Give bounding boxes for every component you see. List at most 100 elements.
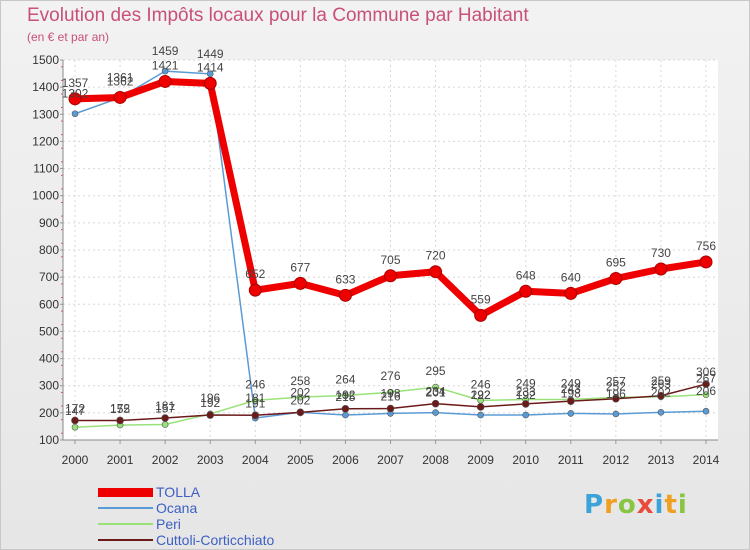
data-point-peri (161, 421, 169, 428)
data-label-tolla: 1362 (107, 74, 134, 88)
data-point-peri (251, 397, 259, 404)
data-label-tolla: 640 (561, 270, 581, 284)
data-label-ocana: 192 (471, 388, 491, 402)
data-label-peri: 264 (335, 372, 355, 386)
data-label-cuttoli: 216 (380, 390, 400, 404)
x-tick-label: 2014 (693, 453, 720, 467)
data-label-cuttoli: 222 (471, 388, 491, 402)
data-label-peri: 196 (200, 391, 220, 405)
data-label-cuttoli: 172 (110, 401, 130, 415)
y-axis: 100 200 300 400 500 600 700 800 900 1000 1100 1200 1… (32, 53, 64, 447)
data-point-tolla (203, 76, 217, 90)
legend-item-peri: Peri (98, 516, 358, 532)
legend-label-peri: Peri (156, 516, 181, 532)
data-label-ocana: 198 (380, 386, 400, 400)
data-label-ocana: 206 (696, 384, 716, 398)
data-label-ocana: 1361 (107, 71, 134, 85)
y-tick-label: 1100 (33, 162, 59, 176)
y-tick-label: 800 (39, 243, 59, 257)
legend-item-ocana: Ocana (98, 500, 358, 516)
data-label-cuttoli: 234 (426, 385, 446, 399)
data-point-tolla (654, 262, 668, 276)
data-label-peri: 295 (426, 364, 446, 378)
data-point-tolla (564, 286, 578, 300)
data-label-ocana: 201 (426, 386, 446, 400)
grid-lines (63, 59, 718, 441)
x-tick-label: 2002 (152, 453, 179, 467)
data-point-cuttoli (206, 411, 215, 419)
x-tick-label: 2013 (648, 453, 675, 467)
data-point-tolla (158, 74, 172, 88)
x-tick-label: 2009 (467, 453, 494, 467)
x-tick-label: 2004 (242, 453, 269, 467)
y-tick-label: 100 (39, 433, 59, 447)
data-label-cuttoli: 172 (65, 401, 85, 415)
data-label-ocana: 1449 (197, 47, 224, 61)
data-point-tolla (519, 284, 533, 298)
data-label-ocana: 202 (290, 385, 310, 399)
y-tick-label: 1000 (32, 189, 59, 203)
x-tick-label: 2006 (332, 453, 359, 467)
data-label-peri: 276 (380, 369, 400, 383)
data-label-tolla: 677 (290, 260, 310, 274)
legend: TOLLA Ocana Peri Cuttoli-Corticchiato (98, 484, 358, 548)
data-point-cuttoli (521, 400, 530, 408)
data-label-peri: 157 (155, 402, 175, 416)
data-label-ocana: 198 (561, 386, 581, 400)
data-label-cuttoli: 215 (335, 390, 355, 404)
data-label-tolla: 756 (696, 239, 716, 253)
data-point-cuttoli (566, 397, 575, 405)
legend-label-tolla: TOLLA (156, 484, 201, 500)
data-point-tolla (248, 283, 262, 297)
data-point-tolla (384, 269, 397, 283)
x-tick-label: 2007 (377, 453, 404, 467)
data-point-ocana (71, 110, 79, 118)
data-point-ocana (477, 411, 484, 419)
legend-item-cuttoli: Cuttoli-Corticchiato (98, 532, 358, 548)
x-tick-label: 2011 (558, 453, 584, 467)
legend-swatch-ocana (98, 507, 153, 509)
x-tick-label: 2012 (603, 453, 630, 467)
data-point-cuttoli (612, 394, 620, 403)
y-tick-label: 500 (39, 324, 59, 338)
data-point-peri (342, 392, 349, 399)
data-point-tolla (113, 90, 127, 104)
data-label-cuttoli: 202 (290, 393, 310, 407)
data-label-peri: 246 (245, 377, 265, 391)
data-label-tolla: 720 (426, 249, 446, 263)
data-point-cuttoli (702, 380, 710, 388)
data-label-ocana: 181 (245, 391, 265, 405)
data-label-tolla: 1357 (62, 76, 89, 90)
data-point-cuttoli (296, 408, 305, 417)
data-label-tolla: 730 (651, 246, 671, 260)
data-label-peri: 249 (516, 377, 536, 391)
data-label-peri: 257 (606, 374, 626, 388)
chart-subtitle: (en € et par an) (27, 30, 110, 44)
x-tick-label: 2010 (512, 453, 539, 467)
data-point-tolla (338, 288, 352, 302)
x-tick-label: 2008 (422, 453, 449, 467)
data-point-cuttoli (251, 411, 260, 420)
data-point-cuttoli (161, 414, 169, 422)
data-point-tolla (699, 255, 713, 269)
data-point-peri (432, 383, 439, 391)
data-label-tolla: 559 (471, 292, 491, 306)
data-point-ocana (342, 411, 349, 419)
proxiti-logo: Proxiti (584, 490, 688, 520)
data-point-ocana (522, 411, 530, 419)
data-label-tolla: 652 (245, 267, 265, 281)
y-tick-label: 200 (39, 406, 59, 420)
legend-swatch-peri (98, 523, 153, 525)
x-tick-label: 2001 (107, 453, 134, 467)
data-point-ocana (432, 409, 439, 416)
data-label-peri: 249 (561, 377, 581, 391)
data-label-cuttoli: 306 (696, 365, 716, 379)
data-label-cuttoli: 192 (200, 396, 220, 410)
data-point-cuttoli (341, 404, 350, 413)
data-label-ocana: 196 (606, 387, 626, 401)
x-tick-label: 2000 (62, 453, 89, 467)
data-point-tolla (293, 276, 307, 290)
data-label-peri: 147 (65, 404, 85, 418)
legend-label-ocana: Ocana (156, 500, 198, 516)
